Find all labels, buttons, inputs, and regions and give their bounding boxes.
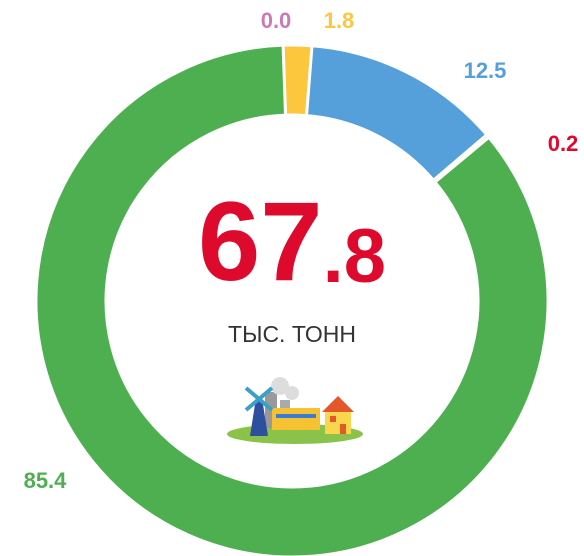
icon [227,377,363,444]
slice [34,43,550,556]
value-label: 0.2 [548,131,579,156]
center-value: 67.8 [198,179,386,304]
value-label: 1.8 [324,8,355,33]
center-unit: ТЫС. ТОНН [228,321,356,347]
value-label: 0.0 [261,8,292,33]
donut [34,43,550,556]
value-label: 85.4 [24,468,68,493]
value-label: 12.5 [464,58,507,83]
